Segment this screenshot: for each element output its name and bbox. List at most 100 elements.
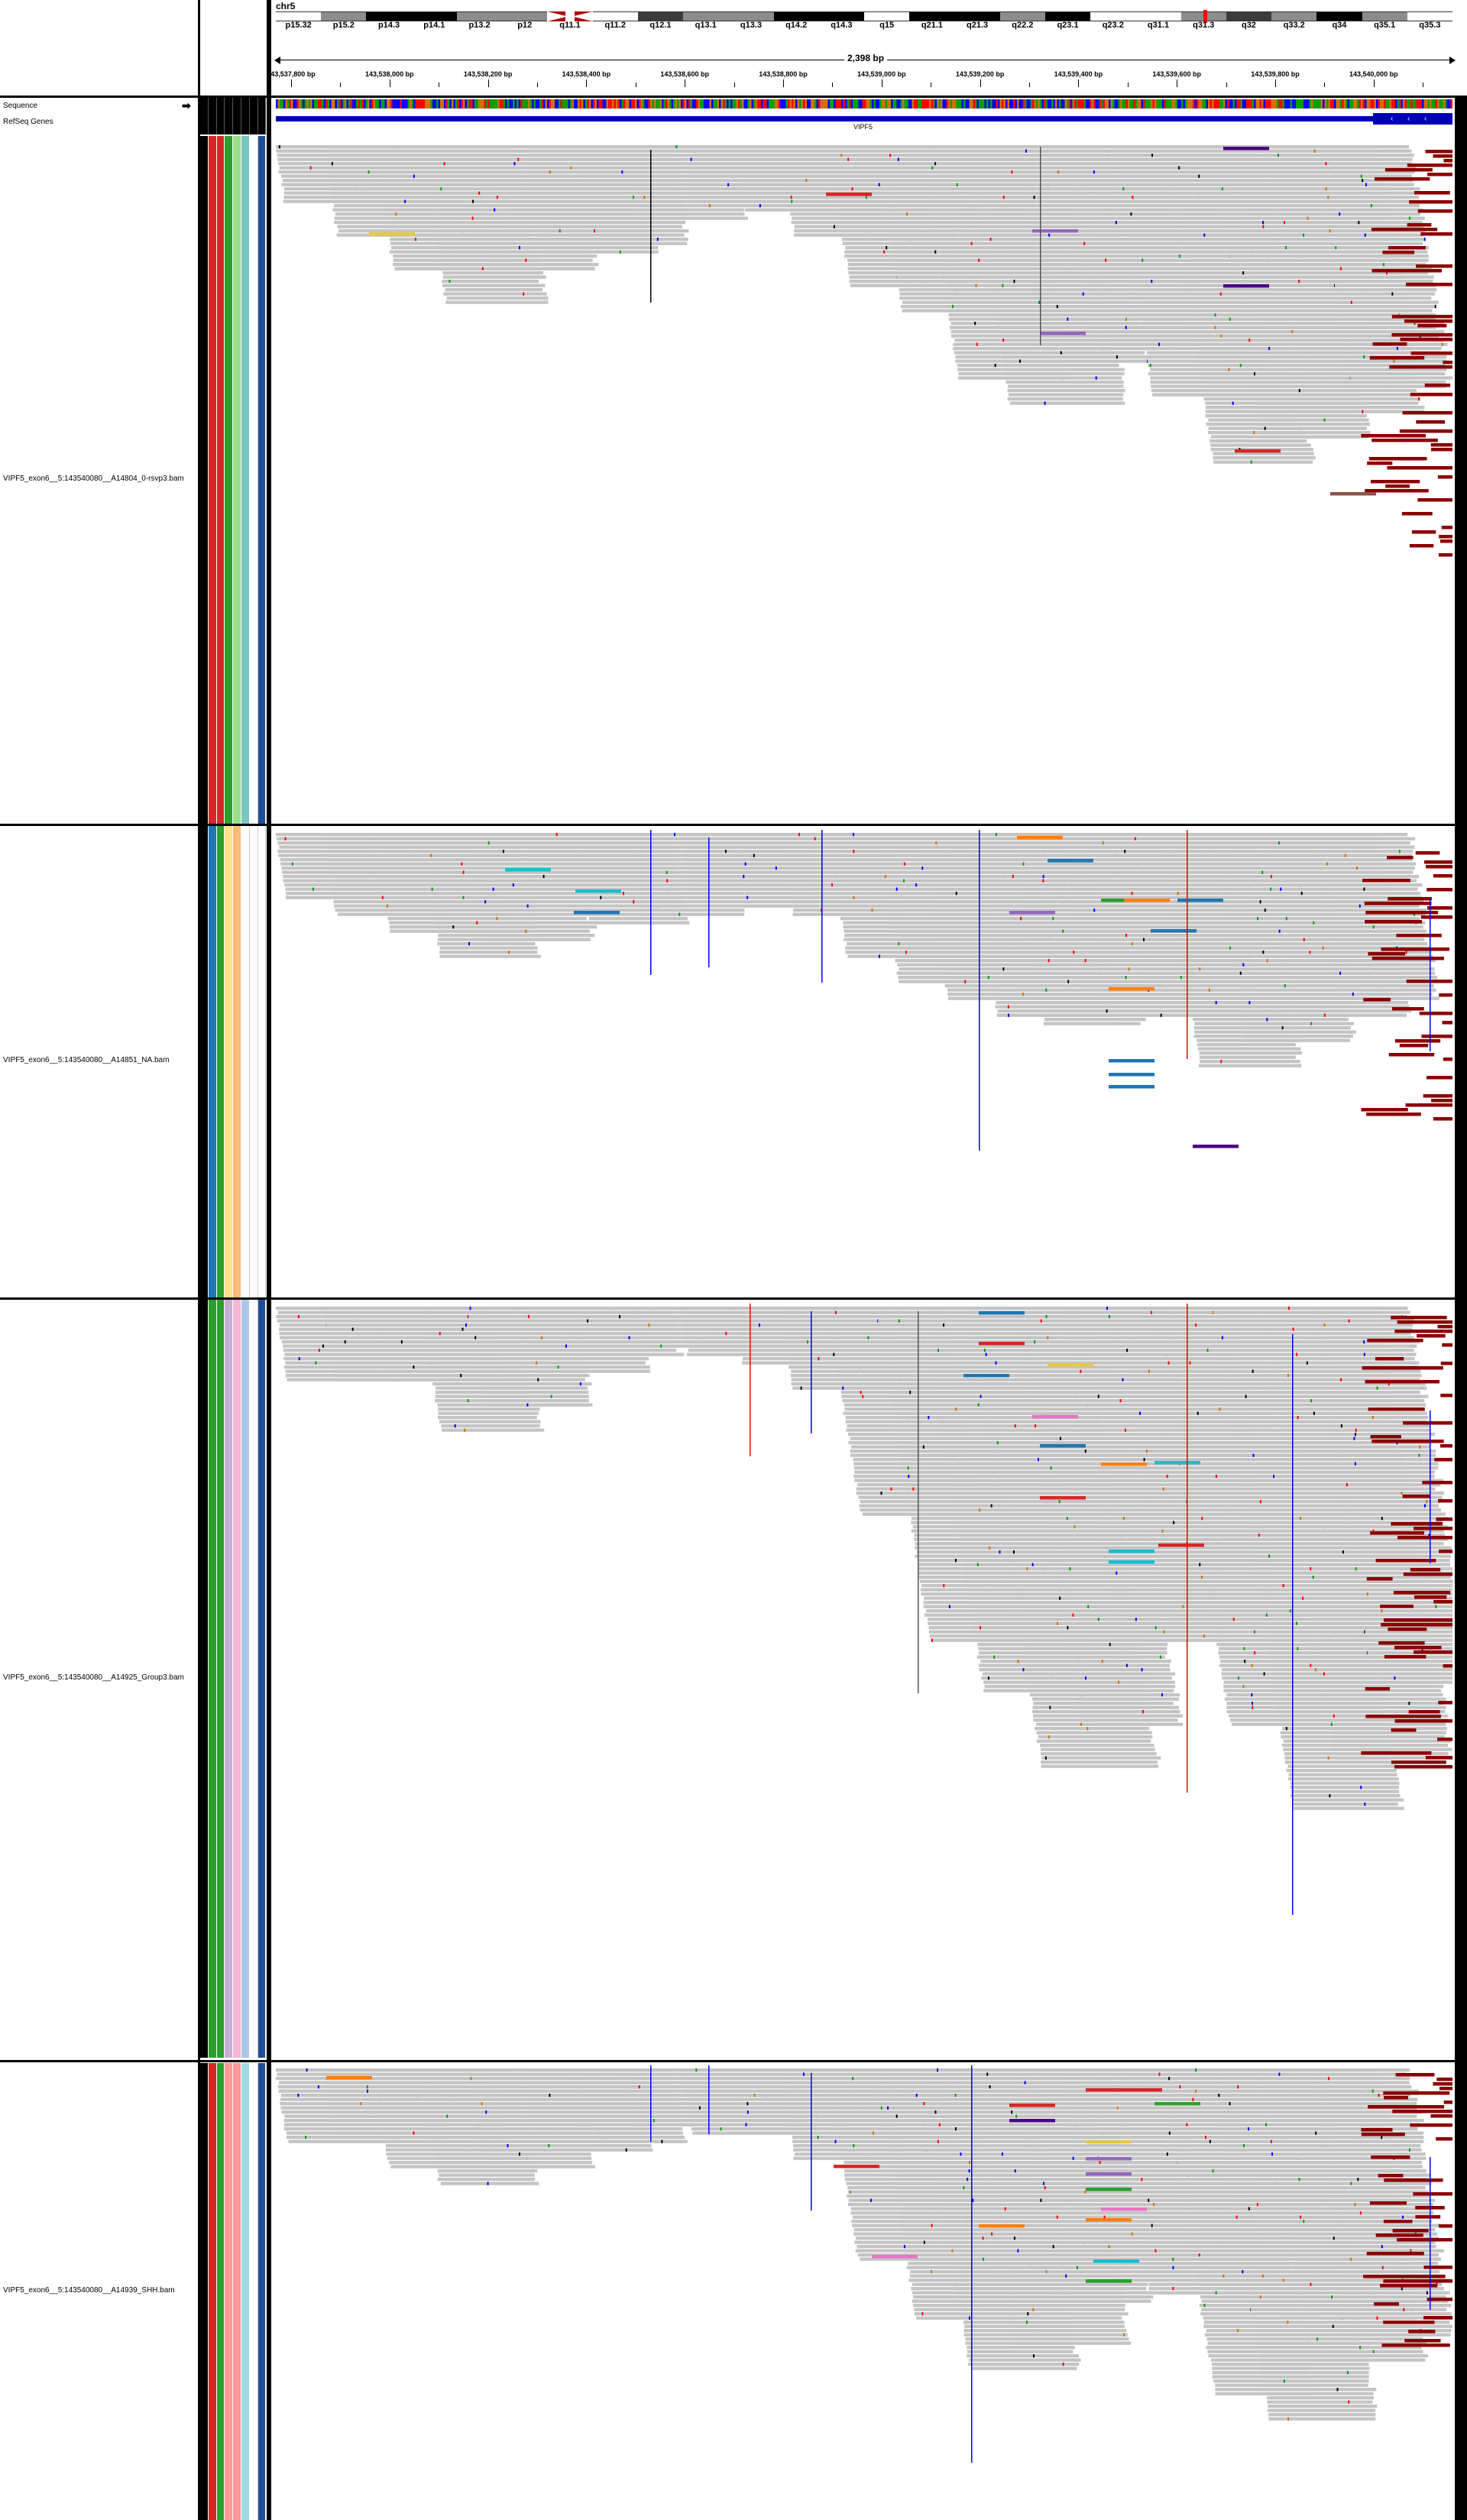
attribute-cell[interactable]: [249, 1300, 258, 2058]
attribute-cell[interactable]: [208, 2063, 217, 2520]
attribute-cell[interactable]: [233, 825, 241, 1297]
attribute-cell[interactable]: [241, 1300, 250, 2058]
band-q14.2[interactable]: [773, 11, 819, 21]
chromosome-ideogram[interactable]: [276, 10, 1452, 23]
band-p14.3[interactable]: [366, 11, 412, 21]
attribute-cell[interactable]: [216, 2063, 225, 2520]
attribute-cell[interactable]: [225, 1300, 234, 2058]
bam-track-label-3[interactable]: VIPF5_exon6__5:143540080__A14925_Group3.…: [3, 1673, 184, 1682]
sequence-track-label[interactable]: Sequence: [3, 102, 38, 110]
attribute-cell[interactable]: [200, 136, 209, 824]
band-label: p15.32: [285, 21, 312, 30]
attribute-cell[interactable]: [257, 2063, 267, 2520]
track-separator-1: [0, 824, 1467, 826]
refseq-gene-exon[interactable]: [1373, 113, 1452, 125]
refseq-gene-bar[interactable]: [276, 116, 1452, 121]
band-q23.1[interactable]: [1044, 11, 1091, 21]
attribute-cell[interactable]: [257, 825, 267, 1297]
band-p13.2[interactable]: [456, 11, 503, 21]
band-p15.32[interactable]: [276, 11, 322, 21]
attribute-header-cell[interactable]: [200, 98, 209, 134]
band-label: q15: [879, 21, 895, 30]
band-q35.3[interactable]: [1407, 11, 1452, 21]
band-q13.3[interactable]: [728, 11, 774, 21]
bam-track-label-1[interactable]: VIPF5_exon6__5:143540080__A14804_0-rsvp3…: [3, 475, 184, 483]
attribute-cell[interactable]: [225, 825, 234, 1297]
band-q21.1[interactable]: [909, 11, 955, 21]
band-q35.1[interactable]: [1362, 11, 1407, 21]
attribute-cell[interactable]: [208, 825, 217, 1297]
alignment-track-4[interactable]: [276, 2065, 1452, 2520]
attribute-cell[interactable]: [216, 825, 225, 1297]
band-q31.1[interactable]: [1135, 11, 1181, 21]
band-q32[interactable]: [1226, 11, 1272, 21]
band-q23.2[interactable]: [1090, 11, 1136, 21]
band-q11.1[interactable]: [547, 11, 593, 21]
attribute-header-cell[interactable]: [233, 98, 241, 134]
attribute-cell[interactable]: [233, 2063, 241, 2520]
attribute-cell[interactable]: [208, 136, 217, 824]
ruler-minor-tick: [1127, 83, 1129, 87]
attribute-cell[interactable]: [225, 2063, 234, 2520]
band-q34[interactable]: [1316, 11, 1362, 21]
chromosome-label[interactable]: chr5: [276, 1, 296, 11]
ruler-tick-label: 143,539,200 bp: [955, 70, 1005, 78]
attribute-cell[interactable]: [249, 825, 258, 1297]
attribute-cell[interactable]: [241, 825, 250, 1297]
band-q22.2[interactable]: [999, 11, 1045, 21]
attribute-cell[interactable]: [200, 825, 209, 1297]
attribute-cell[interactable]: [241, 2063, 250, 2520]
alignment-track-3[interactable]: [276, 1304, 1452, 2060]
band-p14.1[interactable]: [411, 11, 457, 21]
refseq-gene-name[interactable]: VIPF5: [853, 123, 873, 131]
attribute-cell[interactable]: [216, 1300, 225, 2058]
attribute-header-cell[interactable]: [249, 98, 258, 134]
bam-track-label-2[interactable]: VIPF5_exon6__5:143540080__A14851_NA.bam: [3, 1056, 170, 1064]
attribute-cell[interactable]: [257, 1300, 267, 2058]
attribute-cell[interactable]: [200, 1300, 209, 2058]
attribute-cell[interactable]: [249, 2063, 258, 2520]
attribute-cell[interactable]: [208, 1300, 217, 2058]
ruler-tick-label: 143,539,000 bp: [857, 70, 906, 78]
attribute-cell[interactable]: [241, 136, 250, 824]
attribute-panel: [200, 98, 271, 2520]
attribute-cell[interactable]: [233, 136, 241, 824]
ruler-minor-tick: [1029, 83, 1030, 87]
band-p15.2[interactable]: [321, 11, 367, 21]
alignment-track-1[interactable]: [276, 142, 1452, 824]
band-label: q35.3: [1419, 21, 1441, 30]
attribute-header-cell[interactable]: [208, 98, 217, 134]
attribute-row-4[interactable]: [200, 2063, 267, 2520]
attribute-header-cell[interactable]: [241, 98, 250, 134]
bam-track-label-4[interactable]: VIPF5_exon6__5:143540080__A14939_SHH.bam: [3, 2286, 175, 2295]
attribute-cell[interactable]: [233, 1300, 241, 2058]
band-p12[interactable]: [502, 11, 548, 21]
band-q11.2[interactable]: [592, 11, 638, 21]
band-q21.3[interactable]: [954, 11, 1000, 21]
attribute-cell[interactable]: [200, 2063, 209, 2520]
attribute-cell[interactable]: [249, 136, 258, 824]
attribute-cell[interactable]: [216, 136, 225, 824]
refseq-track-label[interactable]: RefSeq Genes: [3, 118, 53, 126]
attribute-row-2[interactable]: [200, 825, 267, 1297]
attribute-cell[interactable]: [257, 136, 267, 824]
sequence-strand-arrow-icon[interactable]: ➡: [182, 99, 191, 112]
attribute-header-cell[interactable]: [216, 98, 225, 134]
band-label: q31.1: [1147, 21, 1170, 30]
band-q12.1[interactable]: [637, 11, 684, 21]
band-q15[interactable]: [864, 11, 910, 21]
band-q14.3[interactable]: [818, 11, 864, 21]
band-q13.1[interactable]: [683, 11, 729, 21]
band-q33.2[interactable]: [1271, 11, 1317, 21]
attribute-row-3[interactable]: [200, 1300, 267, 2058]
alignment-track-2[interactable]: [276, 830, 1452, 1297]
attribute-row-1[interactable]: [200, 136, 267, 824]
attribute-cell[interactable]: [225, 136, 234, 824]
attribute-header-cell[interactable]: [257, 98, 267, 134]
ruler-minor-tick: [340, 83, 342, 87]
band-label: p12: [517, 21, 533, 30]
attribute-header-cell[interactable]: [225, 98, 234, 134]
band-label: q11.2: [604, 21, 626, 30]
vertical-scrollbar[interactable]: [1455, 98, 1467, 2520]
sequence-track[interactable]: [276, 99, 1452, 109]
